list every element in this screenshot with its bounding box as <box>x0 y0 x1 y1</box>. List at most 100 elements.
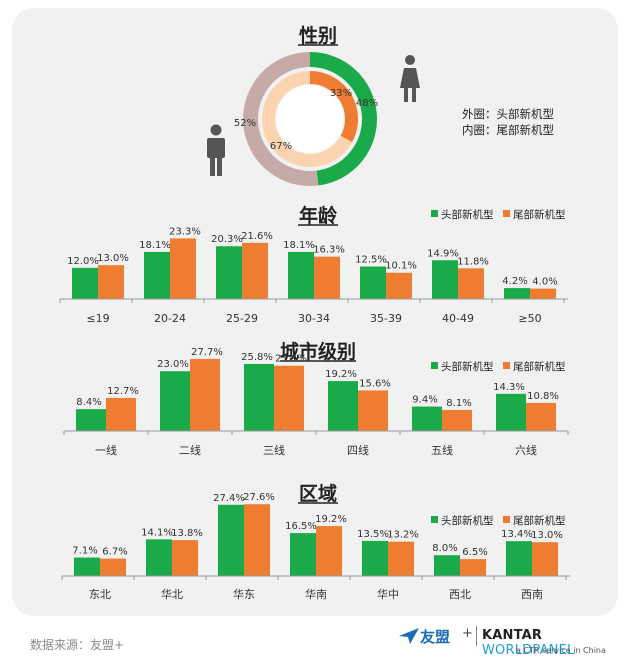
category-label: 35-39 <box>370 312 402 325</box>
legend-swatch-tail <box>503 210 510 217</box>
data-label-head: 19.2% <box>325 369 357 380</box>
data-label-head: 23.0% <box>157 359 189 370</box>
data-label-tail: 13.0% <box>97 253 129 264</box>
bar-head <box>360 266 386 299</box>
legend-label-head: 头部新机型 <box>441 208 494 221</box>
data-label-head: 8.0% <box>432 543 457 554</box>
data-label-head: 20.3% <box>211 234 243 245</box>
category-label: 三线 <box>263 443 285 457</box>
category-label: 五线 <box>431 443 453 457</box>
data-label-tail: 13.8% <box>171 528 203 539</box>
legend-swatch-head <box>431 362 438 369</box>
gender-title: 性别 <box>299 24 337 47</box>
category-label: 四线 <box>347 443 369 457</box>
outer-male-label: 52% <box>234 118 256 129</box>
data-label-tail: 4.0% <box>532 277 557 288</box>
category-label: ≤19 <box>86 312 109 325</box>
bar-tail <box>460 559 486 576</box>
legend-swatch-tail <box>503 362 510 369</box>
bar-head <box>144 251 170 299</box>
data-label-head: 8.4% <box>76 397 101 408</box>
data-label-head: 14.3% <box>493 382 525 393</box>
category-label: 六线 <box>515 443 537 457</box>
category-label: 20-24 <box>154 312 186 325</box>
bar-tail <box>358 390 388 431</box>
legend-label-head: 头部新机型 <box>441 360 494 373</box>
data-label-tail: 16.3% <box>313 245 345 256</box>
category-label: 30-34 <box>298 312 330 325</box>
bar-head <box>506 541 532 576</box>
bar-tail <box>442 409 472 431</box>
bar-tail <box>98 265 124 299</box>
data-label-head: 13.5% <box>357 529 389 540</box>
bar-tail <box>172 540 198 576</box>
data-label-tail: 19.2% <box>315 514 347 525</box>
category-label: 40-49 <box>442 312 474 325</box>
outer-ring-male-slice <box>242 52 319 186</box>
legend-swatch-head <box>431 210 438 217</box>
bar-tail <box>274 365 304 431</box>
age-chart: 年龄 头部新机型 尾部新机型 12.0%13.0% ≤19 18.1% 23.3% 20-24… <box>59 204 568 325</box>
infographic-svg: 性别 33% 48% 52% 67% 外圈：头部新机型 内圈：尾部新机型 年龄头… <box>59 24 570 601</box>
data-label-tail: 13.0% <box>531 530 563 541</box>
legend-label-tail: 尾部新机型 <box>513 208 566 221</box>
bar-tail <box>106 397 136 431</box>
outer-female-label: 48% <box>356 98 378 109</box>
kantar-word: KANTAR <box>482 628 543 643</box>
umeng-bird-icon <box>399 628 419 644</box>
chart-title: 年龄 <box>299 204 338 227</box>
data-label-tail: 10.8% <box>527 391 559 402</box>
data-label-head: 4.2% <box>502 276 527 287</box>
data-label-head: 14.1% <box>141 527 173 538</box>
inner-ring-female-slice <box>310 71 358 143</box>
bar-head <box>76 409 106 431</box>
data-label-head: 7.1% <box>72 546 97 557</box>
data-label-head: 9.4% <box>412 395 437 406</box>
data-label-tail: 15.6% <box>359 378 391 389</box>
category-label: 一线 <box>95 443 117 457</box>
bar-head <box>290 533 316 576</box>
legend-inner-ring: 内圈：尾部新机型 <box>462 123 554 137</box>
gender-section: 性别 33% 48% 52% 67% 外圈：头部新机型 内圈：尾部新机型 <box>207 24 554 186</box>
bar-tail <box>530 288 556 299</box>
category-label: 华南 <box>305 587 327 601</box>
data-label-tail: 21.6% <box>241 231 273 242</box>
data-label-head: 16.5% <box>285 521 317 532</box>
bar-head <box>362 540 388 576</box>
bar-head <box>72 267 98 299</box>
outer-ring-female-slice <box>310 52 377 186</box>
bar-tail <box>190 358 220 431</box>
umeng-logo-text: 友盟 <box>420 628 451 646</box>
data-label-tail: 8.1% <box>446 398 471 409</box>
bar-tail <box>244 504 270 576</box>
data-label-head: 12.5% <box>355 255 387 266</box>
bar-tail <box>388 541 414 576</box>
male-icon <box>207 124 225 176</box>
legend-swatch-tail <box>503 516 510 523</box>
category-label: 华北 <box>161 587 183 601</box>
data-label-head: 14.9% <box>427 248 459 259</box>
bar-head <box>146 539 172 576</box>
bar-head <box>496 393 526 431</box>
category-label: 二线 <box>179 443 201 457</box>
chart-title: 城市级别 <box>280 340 356 363</box>
umeng-plus: + <box>462 626 473 641</box>
bar-head <box>160 371 190 431</box>
bar-tail <box>386 272 412 299</box>
bar-head <box>244 363 274 431</box>
data-source-note: 数据来源：友盟+ <box>30 638 125 652</box>
bar-head <box>412 406 442 431</box>
bar-head <box>328 381 358 431</box>
data-label-tail: 6.7% <box>102 547 127 558</box>
data-label-head: 12.0% <box>67 256 99 267</box>
category-label: ≥50 <box>518 312 541 325</box>
legend-outer-ring: 外圈：头部新机型 <box>462 107 554 121</box>
data-label-tail: 25.1% <box>275 354 307 365</box>
bar-tail <box>100 558 126 576</box>
bar-head <box>288 251 314 299</box>
category-label: 西北 <box>449 588 471 601</box>
data-label-tail: 27.6% <box>243 492 275 503</box>
category-label: 西南 <box>521 588 543 601</box>
bar-tail <box>532 542 558 576</box>
